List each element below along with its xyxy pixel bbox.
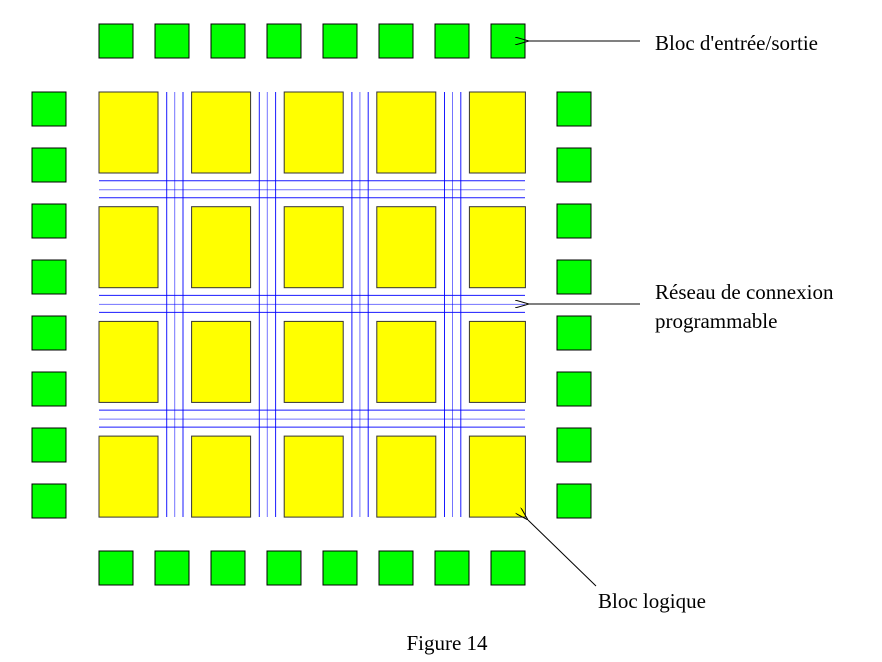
io-block-left (31, 315, 67, 351)
io-block-bottom (98, 550, 134, 586)
io-block-left (31, 147, 67, 183)
io-block-right (556, 371, 592, 407)
logic-block (98, 91, 159, 174)
logic-block (283, 91, 344, 174)
logic-block (468, 91, 526, 174)
io-block-left (31, 483, 67, 519)
io-block-left (31, 203, 67, 239)
io-block-bottom (378, 550, 414, 586)
io-block-bottom (434, 550, 470, 586)
io-block-left (31, 427, 67, 463)
io-block-right (556, 91, 592, 127)
io-block-top (490, 23, 526, 59)
logic-block (283, 435, 344, 518)
io-block-right (556, 427, 592, 463)
io-block-top (98, 23, 134, 59)
logic-block (98, 320, 159, 403)
interconnect-network (99, 92, 525, 517)
io-block-left (31, 371, 67, 407)
logic-block (376, 435, 437, 518)
io-block-right (556, 483, 592, 519)
logic-block (191, 91, 252, 174)
io-block-right (556, 315, 592, 351)
io-block-top (266, 23, 302, 59)
logic-block (98, 206, 159, 289)
io-block-right (556, 259, 592, 295)
network-label-line1: Réseau de connexion (655, 280, 834, 304)
io-block-top (378, 23, 414, 59)
io-block-bottom (154, 550, 190, 586)
io-blocks (31, 23, 592, 586)
logic-block (98, 435, 159, 518)
logic-block (191, 435, 252, 518)
io-block-label: Bloc d'entrée/sortie (655, 31, 818, 55)
network-label-line2: programmable (655, 309, 777, 333)
io-block-bottom (322, 550, 358, 586)
logic-block-label: Bloc logique (598, 589, 706, 613)
logic-block (283, 206, 344, 289)
logic-block (376, 206, 437, 289)
io-block-top (322, 23, 358, 59)
logic-block (468, 435, 526, 518)
logic-block (376, 91, 437, 174)
io-block-right (556, 203, 592, 239)
io-block-left (31, 91, 67, 127)
io-block-bottom (490, 550, 526, 586)
logic-block (191, 206, 252, 289)
logic-block-arrow (528, 520, 597, 587)
logic-block (468, 206, 526, 289)
io-block-top (434, 23, 470, 59)
io-block-right (556, 147, 592, 183)
logic-block (191, 320, 252, 403)
io-block-bottom (266, 550, 302, 586)
io-block-left (31, 259, 67, 295)
figure-caption: Figure 14 (406, 631, 488, 655)
io-block-top (210, 23, 246, 59)
logic-blocks (98, 91, 526, 518)
io-block-bottom (210, 550, 246, 586)
logic-block (376, 320, 437, 403)
logic-block (468, 320, 526, 403)
logic-block (283, 320, 344, 403)
io-block-top (154, 23, 190, 59)
